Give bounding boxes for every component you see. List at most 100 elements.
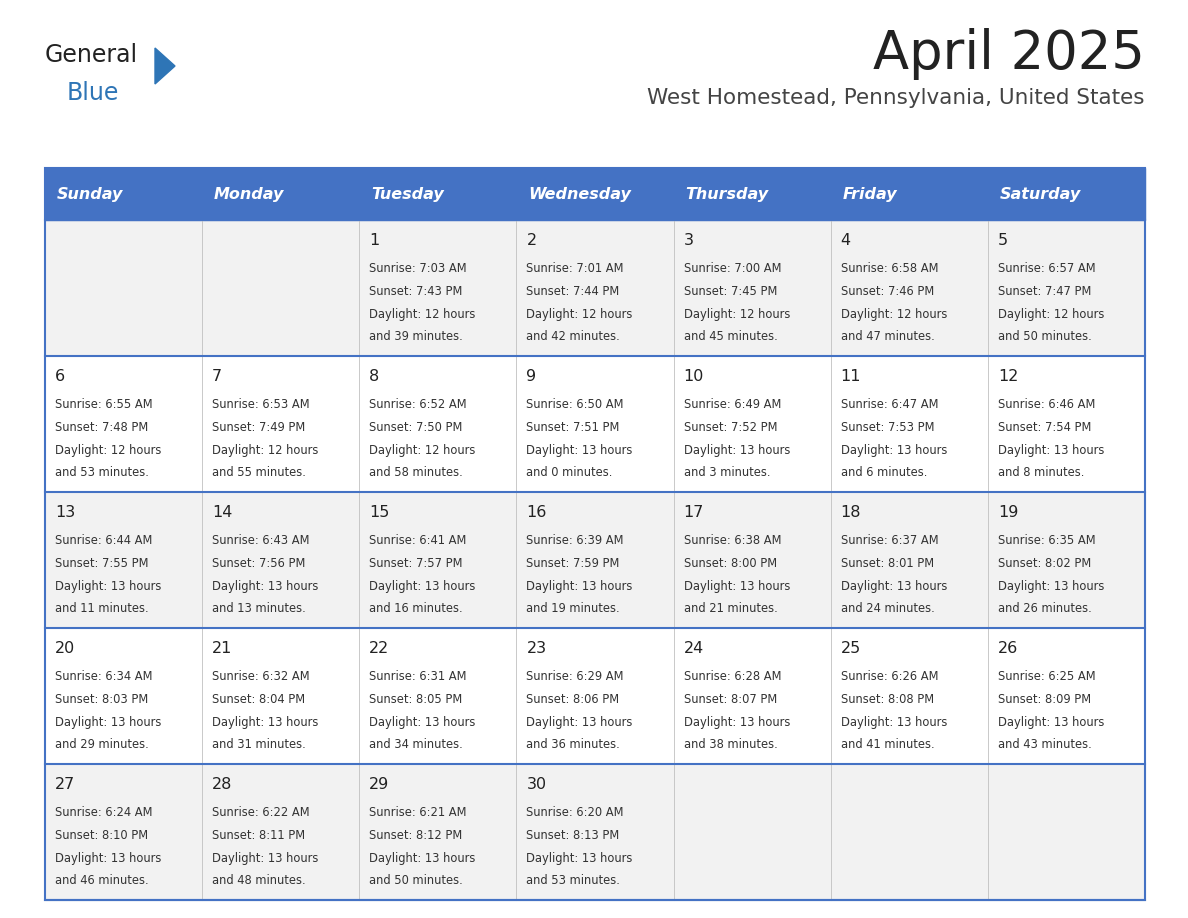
Text: 20: 20 xyxy=(55,641,75,656)
Text: Sunset: 7:55 PM: Sunset: 7:55 PM xyxy=(55,557,148,570)
Text: Sunrise: 6:38 AM: Sunrise: 6:38 AM xyxy=(683,534,781,547)
Bar xyxy=(45,628,202,764)
Text: Sunday: Sunday xyxy=(57,186,124,201)
Text: Friday: Friday xyxy=(842,186,897,201)
Text: 25: 25 xyxy=(841,641,861,656)
Text: Monday: Monday xyxy=(214,186,284,201)
Text: 15: 15 xyxy=(369,505,390,520)
Text: Daylight: 13 hours: Daylight: 13 hours xyxy=(369,716,475,729)
Bar xyxy=(359,356,517,492)
Text: Sunrise: 6:24 AM: Sunrise: 6:24 AM xyxy=(55,806,152,819)
Text: Sunset: 7:46 PM: Sunset: 7:46 PM xyxy=(841,285,934,298)
Text: and 55 minutes.: and 55 minutes. xyxy=(213,466,307,479)
Text: Sunrise: 6:28 AM: Sunrise: 6:28 AM xyxy=(683,670,781,683)
Text: and 36 minutes.: and 36 minutes. xyxy=(526,738,620,751)
Text: and 16 minutes.: and 16 minutes. xyxy=(369,602,463,615)
Text: Daylight: 13 hours: Daylight: 13 hours xyxy=(55,580,162,593)
Text: 7: 7 xyxy=(213,369,222,384)
Text: and 34 minutes.: and 34 minutes. xyxy=(369,738,463,751)
Text: 5: 5 xyxy=(998,233,1007,248)
Text: Daylight: 13 hours: Daylight: 13 hours xyxy=(841,444,947,457)
Text: Sunset: 8:02 PM: Sunset: 8:02 PM xyxy=(998,557,1091,570)
Text: Sunrise: 6:37 AM: Sunrise: 6:37 AM xyxy=(841,534,939,547)
Bar xyxy=(830,168,988,220)
Text: Sunrise: 6:21 AM: Sunrise: 6:21 AM xyxy=(369,806,467,819)
Text: Daylight: 13 hours: Daylight: 13 hours xyxy=(683,716,790,729)
Text: 11: 11 xyxy=(841,369,861,384)
Bar xyxy=(517,356,674,492)
Text: Sunset: 8:04 PM: Sunset: 8:04 PM xyxy=(213,693,305,706)
Text: Daylight: 12 hours: Daylight: 12 hours xyxy=(213,444,318,457)
Bar xyxy=(45,492,202,628)
Bar xyxy=(988,220,1145,356)
Bar xyxy=(674,492,830,628)
Text: 18: 18 xyxy=(841,505,861,520)
Text: Sunset: 8:07 PM: Sunset: 8:07 PM xyxy=(683,693,777,706)
Text: 26: 26 xyxy=(998,641,1018,656)
Text: Daylight: 13 hours: Daylight: 13 hours xyxy=(998,716,1104,729)
Text: Daylight: 13 hours: Daylight: 13 hours xyxy=(369,852,475,865)
Bar xyxy=(830,492,988,628)
Text: Sunset: 7:48 PM: Sunset: 7:48 PM xyxy=(55,421,148,434)
Text: Daylight: 12 hours: Daylight: 12 hours xyxy=(841,308,947,321)
Text: Daylight: 13 hours: Daylight: 13 hours xyxy=(369,580,475,593)
Bar xyxy=(359,492,517,628)
Text: Sunrise: 6:57 AM: Sunrise: 6:57 AM xyxy=(998,262,1095,275)
Text: Sunset: 7:57 PM: Sunset: 7:57 PM xyxy=(369,557,463,570)
Text: 1: 1 xyxy=(369,233,379,248)
Bar xyxy=(45,764,202,900)
Bar xyxy=(517,220,674,356)
Text: 3: 3 xyxy=(683,233,694,248)
Text: Sunrise: 6:49 AM: Sunrise: 6:49 AM xyxy=(683,398,781,411)
Bar xyxy=(830,764,988,900)
Text: and 53 minutes.: and 53 minutes. xyxy=(526,874,620,887)
Text: 9: 9 xyxy=(526,369,537,384)
Bar xyxy=(359,168,517,220)
Text: 27: 27 xyxy=(55,777,75,792)
Text: Daylight: 13 hours: Daylight: 13 hours xyxy=(55,716,162,729)
Text: and 42 minutes.: and 42 minutes. xyxy=(526,330,620,343)
Text: Sunrise: 7:03 AM: Sunrise: 7:03 AM xyxy=(369,262,467,275)
Text: 30: 30 xyxy=(526,777,546,792)
Bar xyxy=(202,628,359,764)
Text: 19: 19 xyxy=(998,505,1018,520)
Text: Sunrise: 7:01 AM: Sunrise: 7:01 AM xyxy=(526,262,624,275)
Bar xyxy=(45,220,202,356)
Text: Sunset: 7:44 PM: Sunset: 7:44 PM xyxy=(526,285,620,298)
Bar xyxy=(45,168,202,220)
Text: Daylight: 12 hours: Daylight: 12 hours xyxy=(369,444,475,457)
Text: Tuesday: Tuesday xyxy=(372,186,444,201)
Text: Sunset: 7:50 PM: Sunset: 7:50 PM xyxy=(369,421,462,434)
Text: and 46 minutes.: and 46 minutes. xyxy=(55,874,148,887)
Bar xyxy=(674,168,830,220)
Text: Daylight: 13 hours: Daylight: 13 hours xyxy=(526,716,633,729)
Text: Daylight: 12 hours: Daylight: 12 hours xyxy=(998,308,1104,321)
Bar xyxy=(988,168,1145,220)
Text: Sunset: 8:11 PM: Sunset: 8:11 PM xyxy=(213,829,305,842)
Text: Sunrise: 6:46 AM: Sunrise: 6:46 AM xyxy=(998,398,1095,411)
Text: Sunset: 7:53 PM: Sunset: 7:53 PM xyxy=(841,421,934,434)
Bar xyxy=(517,764,674,900)
Text: and 3 minutes.: and 3 minutes. xyxy=(683,466,770,479)
Text: Daylight: 13 hours: Daylight: 13 hours xyxy=(683,444,790,457)
Text: Sunset: 8:10 PM: Sunset: 8:10 PM xyxy=(55,829,148,842)
Bar xyxy=(517,492,674,628)
Text: Sunset: 7:54 PM: Sunset: 7:54 PM xyxy=(998,421,1092,434)
Text: and 48 minutes.: and 48 minutes. xyxy=(213,874,305,887)
Bar xyxy=(988,628,1145,764)
Text: Sunset: 8:03 PM: Sunset: 8:03 PM xyxy=(55,693,148,706)
Text: Sunrise: 6:29 AM: Sunrise: 6:29 AM xyxy=(526,670,624,683)
Text: 17: 17 xyxy=(683,505,704,520)
Text: Sunrise: 6:20 AM: Sunrise: 6:20 AM xyxy=(526,806,624,819)
Text: and 24 minutes.: and 24 minutes. xyxy=(841,602,935,615)
Text: Sunrise: 6:32 AM: Sunrise: 6:32 AM xyxy=(213,670,310,683)
Text: 22: 22 xyxy=(369,641,390,656)
Text: Sunrise: 6:35 AM: Sunrise: 6:35 AM xyxy=(998,534,1095,547)
Text: and 47 minutes.: and 47 minutes. xyxy=(841,330,935,343)
Bar xyxy=(830,356,988,492)
Text: Daylight: 13 hours: Daylight: 13 hours xyxy=(213,580,318,593)
Text: Sunset: 7:51 PM: Sunset: 7:51 PM xyxy=(526,421,620,434)
Text: and 39 minutes.: and 39 minutes. xyxy=(369,330,463,343)
Bar xyxy=(674,628,830,764)
Text: 29: 29 xyxy=(369,777,390,792)
